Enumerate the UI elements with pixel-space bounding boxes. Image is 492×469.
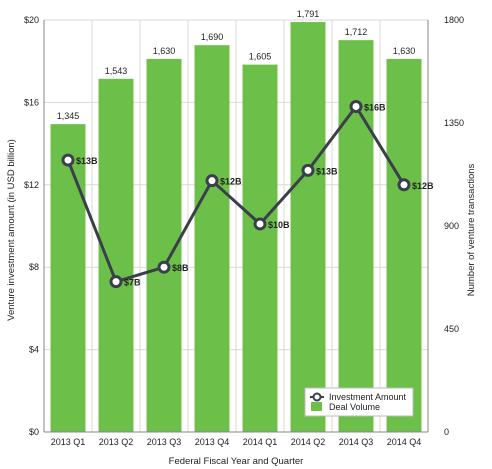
line-data-label: $16B [364, 103, 386, 113]
bar [386, 58, 422, 433]
legend-bar-swatch [311, 402, 322, 411]
x-tick-label: 2014 Q1 [243, 437, 278, 447]
line-point [253, 217, 267, 231]
grid-lines [43, 19, 429, 433]
bar [242, 64, 278, 432]
bar-data-labels: 1,345 1,543 1,630 1,690 1,605 1,791 1,712 1,630 [57, 9, 416, 121]
line-data-label: $12B [220, 177, 242, 187]
legend: Investment Amount Deal Volume [304, 387, 414, 417]
x-tick-label: 2013 Q2 [99, 437, 134, 447]
x-axis-title: Federal Fiscal Year and Quarter [169, 456, 304, 467]
x-tick-label: 2013 Q3 [147, 437, 182, 447]
bar [290, 22, 326, 433]
line-series-investment-amount [61, 100, 411, 289]
bar [98, 78, 134, 432]
line-point [157, 260, 171, 274]
right-tick-label: 0 [444, 427, 449, 437]
x-tick-label: 2013 Q1 [51, 437, 86, 447]
axes: 2013 Q1 2013 Q2 2013 Q3 2013 Q4 2014 Q1 2014 … [24, 15, 464, 447]
line-data-label: $12B [412, 181, 434, 191]
x-tick-label: 2014 Q2 [291, 437, 326, 447]
bar-data-label: 1,543 [105, 66, 128, 76]
left-tick-label: $0 [29, 427, 39, 437]
bar-data-label: 1,712 [345, 27, 368, 37]
line-data-label: $8B [172, 263, 189, 273]
line-point [109, 275, 123, 289]
line-point [397, 178, 411, 192]
bar [338, 40, 374, 433]
left-tick-label: $20 [24, 15, 39, 25]
right-tick-label: 1350 [444, 118, 464, 128]
bar-data-label: 1,690 [201, 32, 224, 42]
bar [50, 124, 86, 433]
x-tick-label: 2014 Q4 [387, 437, 422, 447]
left-tick-label: $12 [24, 180, 39, 190]
bar-data-label: 1,630 [153, 46, 176, 56]
line-point [205, 174, 219, 188]
line-data-label: $13B [76, 156, 98, 166]
line-data-labels: $13B $7B $8B $12B $10B $13B $16B $12B [76, 103, 434, 288]
x-tick-label: 2014 Q3 [339, 437, 374, 447]
legend-label-investment-amount: Investment Amount [329, 392, 407, 402]
legend-item-investment-amount: Investment Amount [310, 392, 407, 402]
bar-series-deal-volume [50, 22, 422, 433]
bar-data-label: 1,630 [393, 46, 416, 56]
left-tick-label: $16 [24, 97, 39, 107]
investment-line-path [66, 105, 406, 284]
legend-item-deal-volume: Deal Volume [311, 402, 380, 412]
line-point [301, 163, 315, 177]
right-axis-title: Number of venture transactions [466, 163, 477, 296]
bar-data-label: 1,605 [249, 52, 272, 62]
right-tick-label: 900 [444, 221, 459, 231]
line-data-label: $7B [124, 278, 141, 288]
x-tick-label: 2013 Q4 [195, 437, 230, 447]
line-point [61, 153, 75, 167]
line-data-label: $10B [268, 220, 290, 230]
left-tick-label: $8 [29, 262, 39, 272]
legend-label-deal-volume: Deal Volume [329, 402, 380, 412]
bar [194, 45, 230, 433]
line-point [349, 100, 363, 114]
bar-data-label: 1,345 [57, 111, 80, 121]
left-tick-label: $4 [29, 345, 39, 355]
bar-data-label: 1,791 [297, 9, 320, 19]
left-axis-title: Venture investment amount (in USD billio… [6, 139, 17, 321]
legend-marker-swatch [312, 392, 322, 402]
line-data-label: $13B [316, 166, 338, 176]
right-tick-label: 450 [444, 324, 459, 334]
right-tick-label: 1800 [444, 15, 464, 25]
legend-box [304, 387, 414, 417]
